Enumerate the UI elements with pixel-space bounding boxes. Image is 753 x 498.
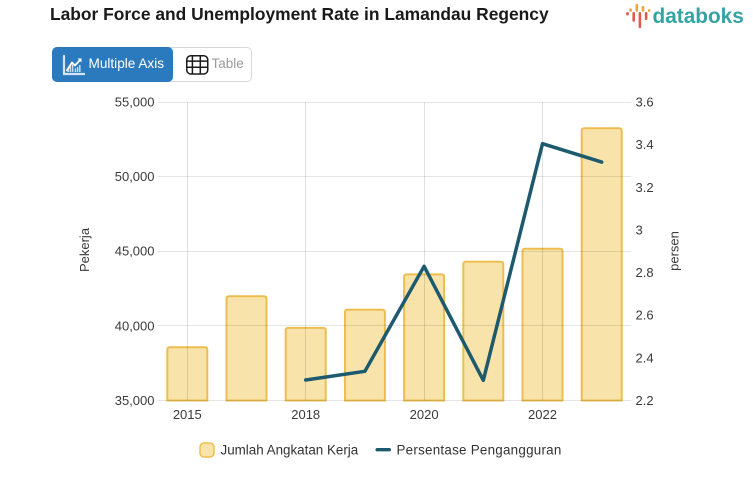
svg-text:2020: 2020: [410, 407, 439, 422]
svg-text:55,000: 55,000: [115, 95, 155, 110]
svg-text:2015: 2015: [173, 407, 202, 422]
svg-text:2.8: 2.8: [636, 265, 654, 280]
svg-text:3.2: 3.2: [636, 180, 654, 195]
svg-text:persen: persen: [667, 231, 682, 271]
svg-text:2018: 2018: [291, 407, 320, 422]
svg-text:3.4: 3.4: [636, 137, 654, 152]
svg-text:35,000: 35,000: [115, 393, 155, 408]
svg-text:40,000: 40,000: [115, 318, 155, 333]
svg-text:2.2: 2.2: [636, 393, 654, 408]
svg-text:45,000: 45,000: [115, 244, 155, 259]
svg-text:databoks: databoks: [653, 5, 744, 28]
svg-text:Persentase Pengangguran: Persentase Pengangguran: [397, 443, 562, 458]
svg-text:2022: 2022: [528, 407, 557, 422]
svg-text:Pekerja: Pekerja: [77, 227, 92, 272]
svg-text:3: 3: [636, 222, 643, 237]
svg-text:2.4: 2.4: [636, 350, 654, 365]
svg-text:Jumlah Angkatan Kerja: Jumlah Angkatan Kerja: [221, 443, 359, 458]
svg-text:2.6: 2.6: [636, 308, 654, 323]
svg-text:50,000: 50,000: [115, 169, 155, 184]
svg-text:3.6: 3.6: [636, 95, 654, 110]
